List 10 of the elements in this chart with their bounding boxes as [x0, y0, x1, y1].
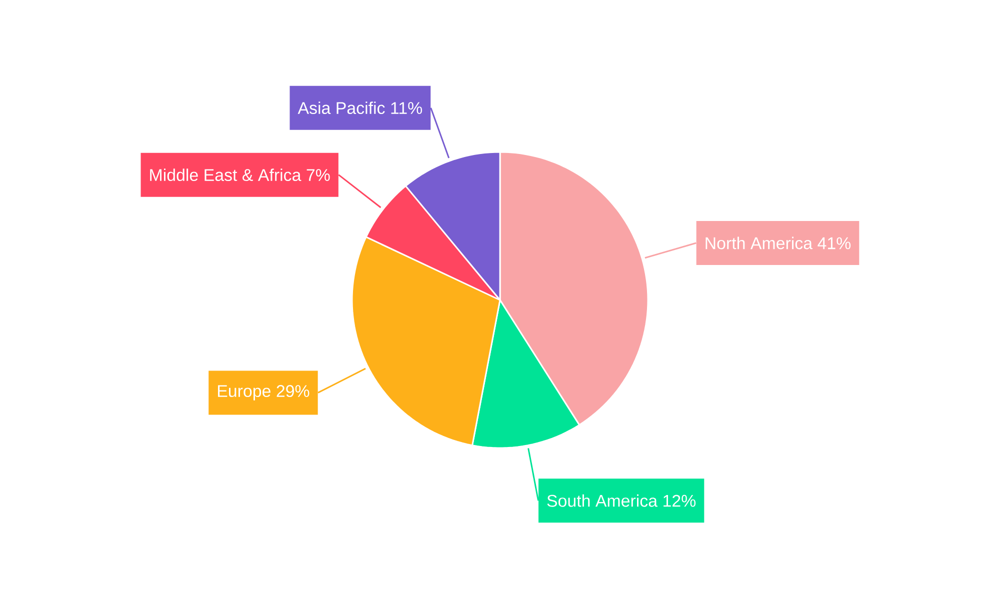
data-label: 11% — [391, 102, 422, 114]
data-label: 12% — [664, 494, 696, 507]
slice-label: Middle East & Africa — [150, 168, 302, 182]
data-label: 29% — [276, 385, 310, 398]
slice-label: Europe — [218, 385, 270, 400]
slice-label: South America — [547, 494, 658, 507]
data-label: 7% — [306, 169, 330, 181]
slice-label: Asia Pacific — [298, 102, 385, 114]
data-label: 41% — [818, 237, 851, 250]
slice-label: North America — [706, 236, 813, 250]
